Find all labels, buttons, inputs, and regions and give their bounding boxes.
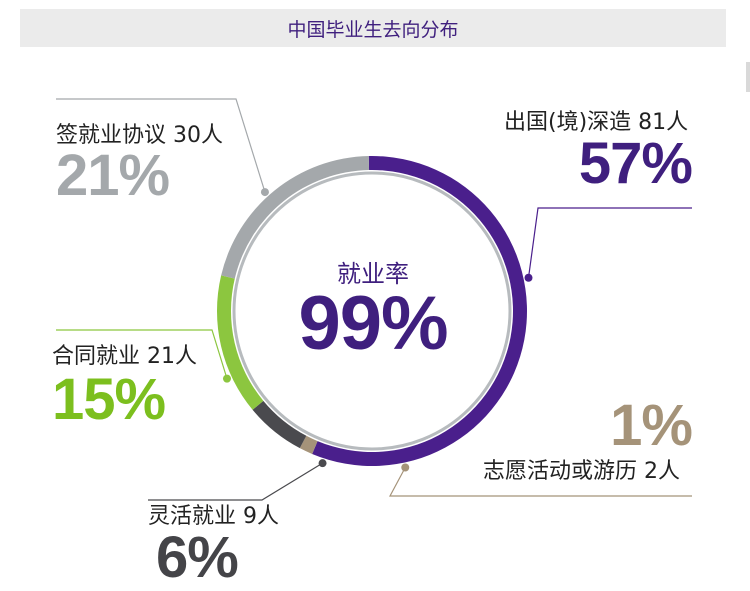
slice-percent-abroad: 57% (578, 131, 693, 196)
leader-line-agreement (56, 98, 266, 193)
slice-label-abroad: 出国(境)深造 81人 (504, 110, 689, 135)
employment-rate-label: 就业率 (337, 260, 409, 288)
slice-percent-flexible: 6% (156, 525, 239, 590)
edge-divider (746, 62, 750, 92)
chart-title: 中国毕业生去向分布 (287, 18, 459, 41)
slice-percent-other: 1% (610, 393, 693, 458)
leader-line-abroad (527, 207, 692, 278)
slice-percent-agreement: 21% (56, 143, 170, 208)
inner-ring-outline (232, 171, 512, 451)
slice-agreement (221, 156, 370, 279)
leader-dot-agreement (260, 188, 269, 197)
slice-contract (217, 275, 264, 410)
slice-flexible (252, 400, 307, 449)
slice-label-other: 志愿活动或游历 2人 (483, 459, 680, 484)
leader-dot-flexible (318, 459, 327, 468)
chart-title-bar: 中国毕业生去向分布 (20, 9, 726, 47)
center-disc (231, 170, 513, 452)
slice-percent-contract: 15% (52, 367, 166, 432)
slice-label-contract: 合同就业 21人 (52, 344, 197, 369)
slice-other (299, 435, 318, 454)
leader-line-other (388, 467, 692, 497)
leader-line-flexible (148, 462, 323, 501)
leader-dot-abroad (524, 273, 533, 282)
slice-label-flexible: 灵活就业 9人 (148, 504, 279, 529)
leader-dot-other (401, 463, 410, 472)
employment-rate-value: 99% (298, 281, 448, 366)
leader-dot-contract (222, 374, 231, 383)
leader-line-contract (56, 329, 228, 379)
slice-label-agreement: 签就业协议 30人 (56, 123, 223, 148)
